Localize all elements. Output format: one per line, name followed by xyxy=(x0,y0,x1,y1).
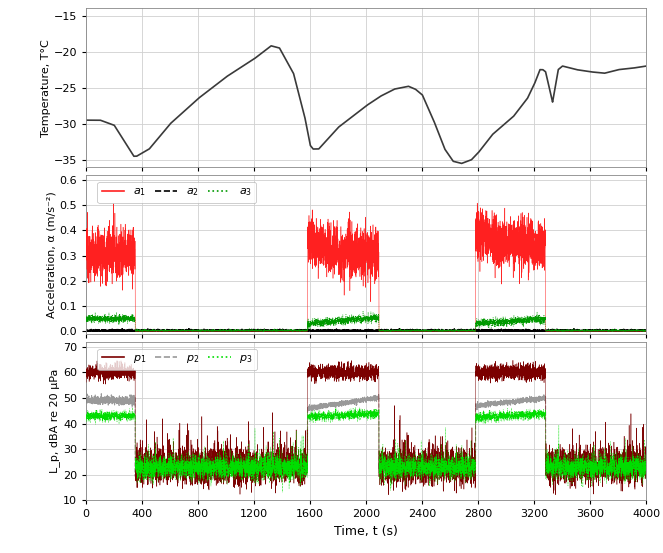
Legend: $p_1$, $p_2$, $p_3$: $p_1$, $p_2$, $p_3$ xyxy=(97,349,257,370)
Legend: $a_1$, $a_2$, $a_3$: $a_1$, $a_2$, $a_3$ xyxy=(97,182,257,203)
Y-axis label: Temperature, Τ°C: Temperature, Τ°C xyxy=(41,39,51,137)
X-axis label: Time, t (s): Time, t (s) xyxy=(334,525,398,538)
Y-axis label: Acceleration, α (m/s⁻²): Acceleration, α (m/s⁻²) xyxy=(46,191,56,318)
Y-axis label: L_p, dBA re 20 μPa: L_p, dBA re 20 μPa xyxy=(49,369,60,473)
